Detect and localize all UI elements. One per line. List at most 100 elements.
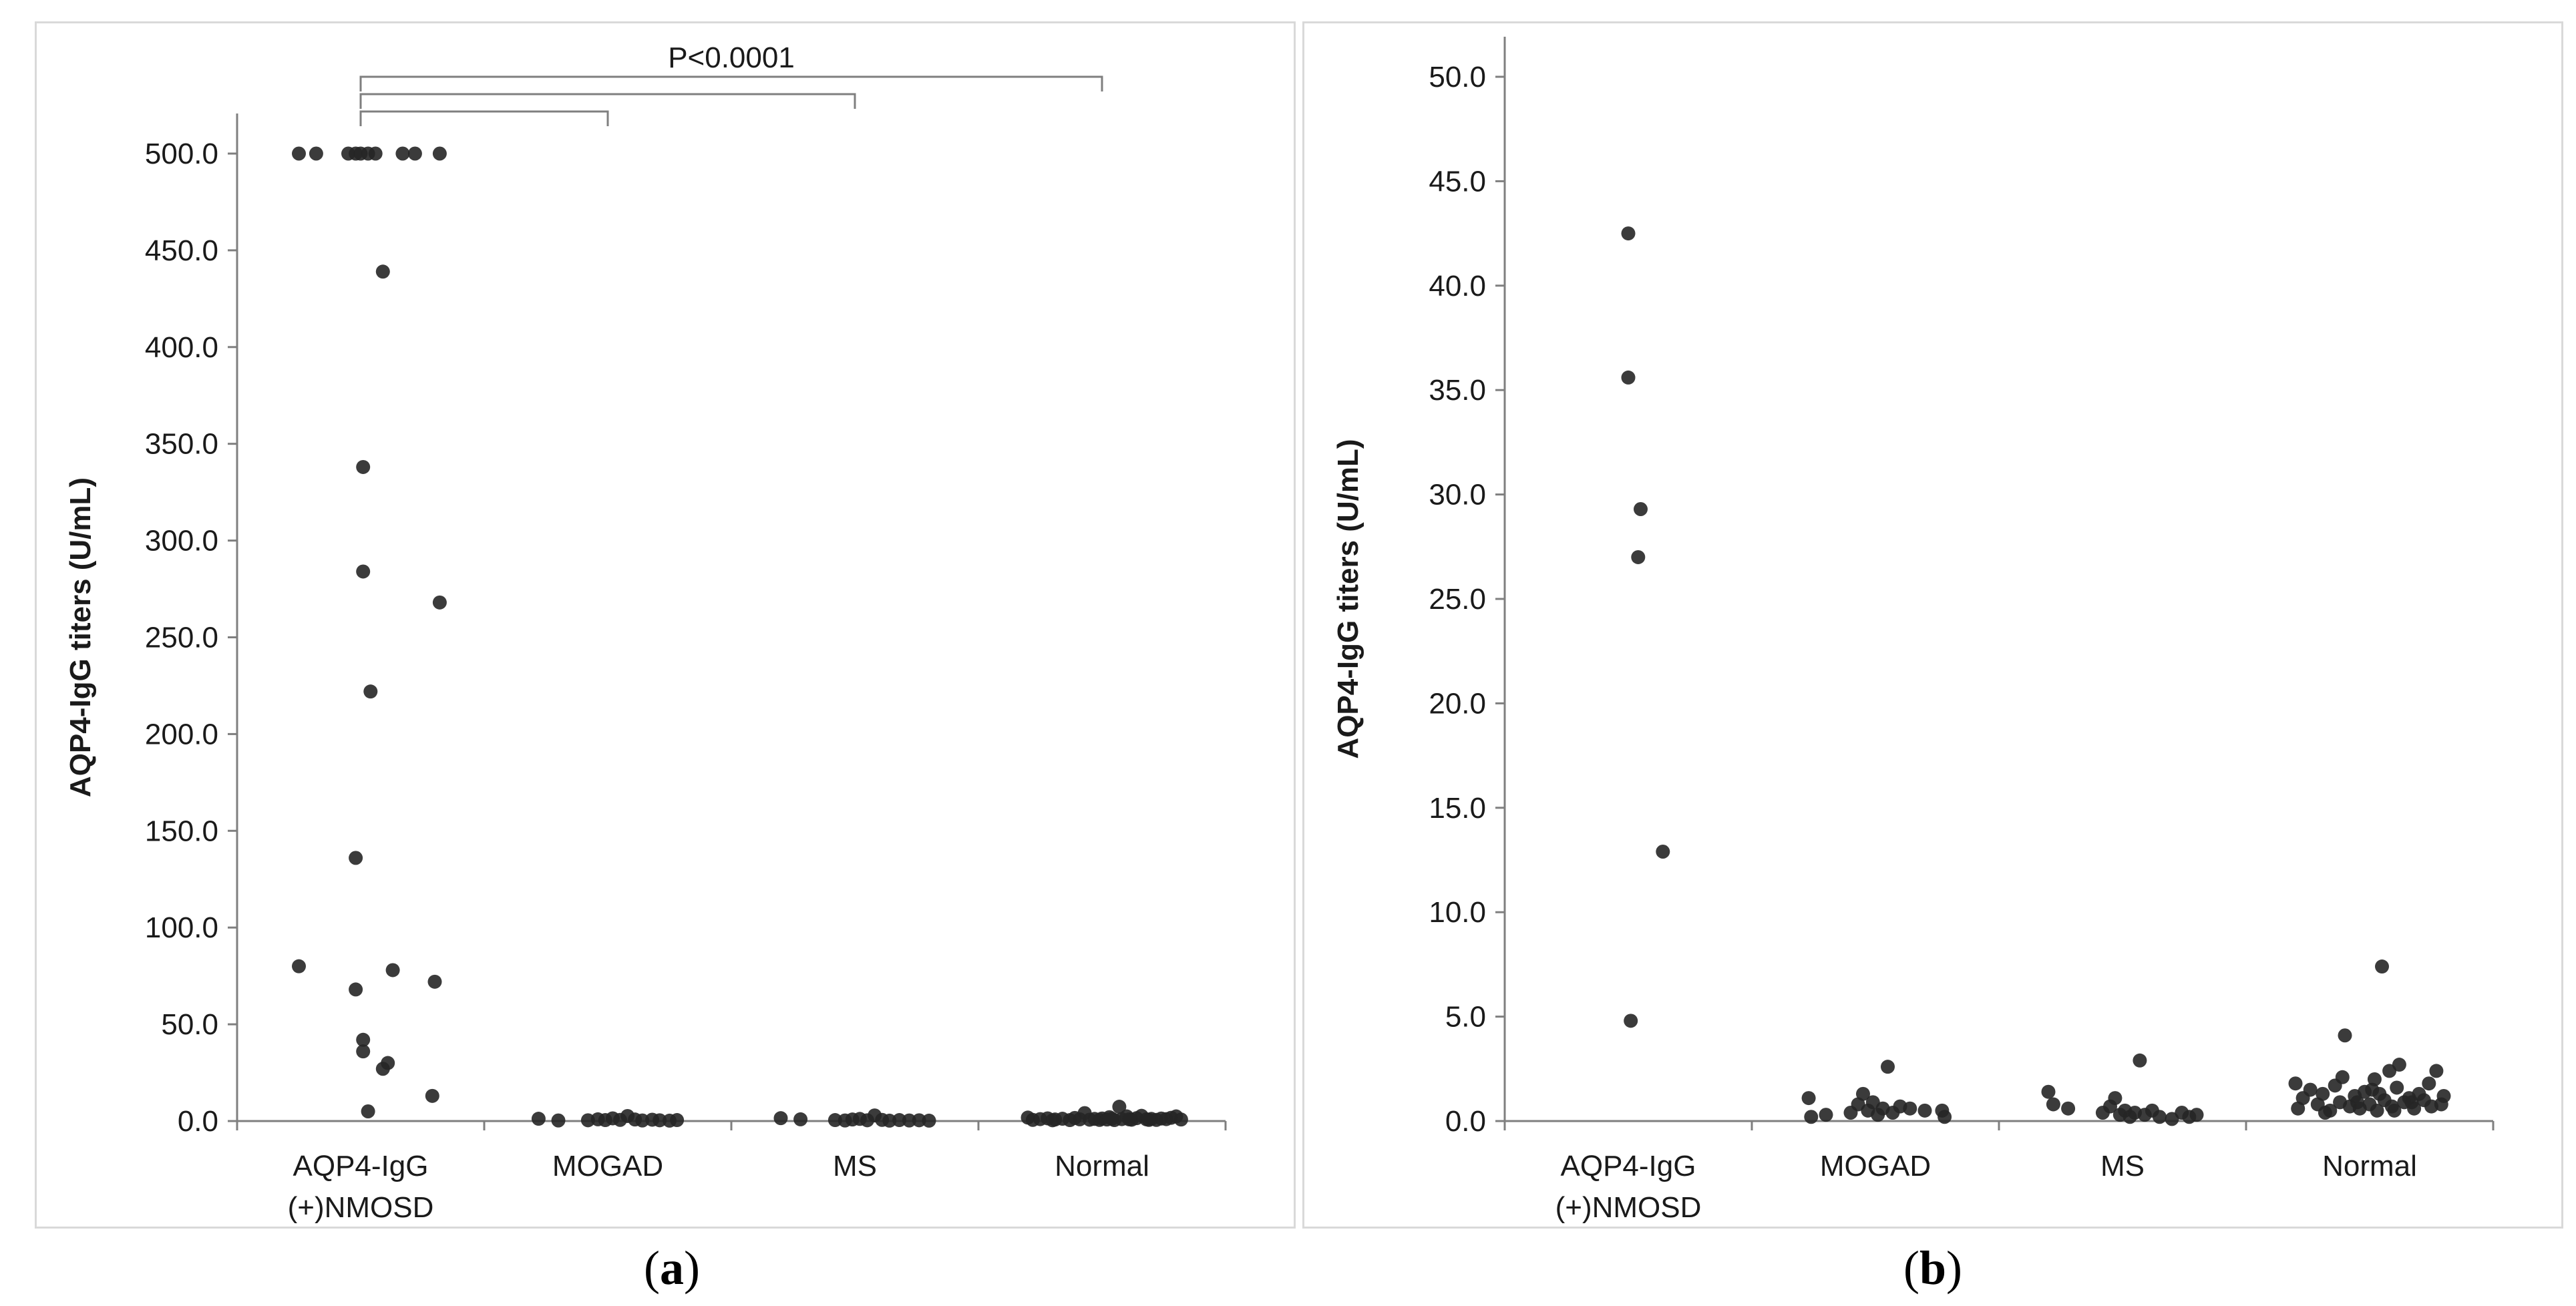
significance-bracket [359, 93, 856, 109]
data-point [309, 146, 323, 161]
data-point [432, 595, 447, 610]
data-point [2303, 1082, 2318, 1097]
data-point [2429, 1064, 2444, 1078]
y-tick-label: 40.0 [1429, 270, 1486, 302]
data-point [882, 1113, 897, 1128]
data-point [375, 1062, 390, 1076]
chart-panel-b: 0.0 5.0 10.0 15.0 20.0 25.0 30.0 35.0 40.0 45.0 50… [1302, 21, 2563, 1229]
chart-b-svg: 0.0 5.0 10.0 15.0 20.0 25.0 30.0 35.0 40.0 45.0 50… [1332, 37, 2495, 1224]
y-tick-label: 5.0 [1445, 1001, 1486, 1034]
data-point [292, 959, 306, 973]
data-point [2436, 1088, 2451, 1103]
data-point [531, 1112, 546, 1126]
y-tick-label: 250.0 [145, 622, 218, 654]
data-point [1881, 1060, 1895, 1074]
x-tick-label: MS [2100, 1150, 2145, 1182]
y-tick-label: 200.0 [145, 718, 218, 750]
data-point [1917, 1103, 1932, 1118]
data-point [2061, 1101, 2076, 1116]
x-tick-label: (+)NMOSD [1555, 1191, 1702, 1224]
data-point [2370, 1103, 2384, 1118]
data-point [2392, 1058, 2406, 1072]
y-tick-label: 400.0 [145, 331, 218, 364]
y-tick-label: 150.0 [145, 815, 218, 847]
chart-a-svg: 0.0 50.0 100.0 150.0 200.0 250.0 300.0 350.0 400… [64, 41, 1227, 1224]
data-point [368, 146, 383, 161]
data-point [1804, 1110, 1819, 1124]
data-point [356, 1032, 371, 1047]
data-point [1112, 1100, 1127, 1114]
data-point [1938, 1110, 1952, 1124]
data-point [385, 963, 400, 977]
data-point [2316, 1086, 2330, 1101]
y-tick-label: 25.0 [1429, 583, 1486, 616]
y-axis-title: AQP4-IgG titers (U/mL) [64, 477, 97, 797]
data-point [2424, 1099, 2438, 1114]
data-point [2108, 1091, 2123, 1106]
data-point [2335, 1070, 2350, 1084]
y-tick-label: 50.0 [1429, 61, 1486, 93]
data-point [2291, 1101, 2306, 1116]
data-point [1801, 1091, 1816, 1106]
data-point [2390, 1080, 2404, 1095]
data-point [2046, 1097, 2060, 1112]
significance-label: P<0.0001 [668, 41, 795, 74]
data-point [2387, 1103, 2402, 1118]
data-point [793, 1112, 808, 1126]
significance-bracket [359, 110, 609, 126]
y-tick-label: 100.0 [145, 911, 218, 944]
y-tick-label: 10.0 [1429, 896, 1486, 929]
data-point [292, 146, 306, 161]
data-point [1631, 550, 1646, 564]
data-point [2422, 1076, 2436, 1091]
data-point [1656, 844, 1670, 859]
caption-a: (a) [644, 1241, 700, 1295]
data-point [1819, 1108, 1833, 1122]
y-axis-title: AQP4-IgG titers (U/mL) [1332, 439, 1364, 758]
data-point [670, 1113, 685, 1128]
data-point [1621, 226, 1636, 241]
data-point [375, 264, 390, 279]
data-point [349, 851, 363, 865]
data-point [356, 459, 371, 474]
x-tick-label: AQP4-IgG [293, 1150, 429, 1182]
data-point [2153, 1110, 2167, 1124]
data-point [1141, 1112, 1156, 1127]
x-tick-label: Normal [2322, 1150, 2417, 1182]
y-tick-label: 500.0 [145, 138, 218, 170]
data-point [425, 1088, 439, 1103]
data-point [2404, 1095, 2419, 1110]
data-point [395, 146, 410, 161]
data-point [892, 1113, 907, 1128]
data-point [2375, 959, 2389, 974]
data-point [902, 1113, 916, 1128]
y-tick-label: 350.0 [145, 428, 218, 461]
x-tick-label: AQP4-IgG [1561, 1150, 1696, 1182]
y-tick-label: 20.0 [1429, 687, 1486, 720]
data-point [1903, 1101, 1917, 1116]
data-point [2350, 1095, 2364, 1110]
data-point [432, 146, 447, 161]
data-point [551, 1113, 566, 1128]
data-point [2365, 1082, 2380, 1097]
x-tick-label: MS [833, 1150, 877, 1182]
y-tick-label: 300.0 [145, 525, 218, 558]
significance-bracket [359, 75, 1103, 91]
x-tick-label: Normal [1055, 1150, 1149, 1182]
data-point [356, 1044, 371, 1059]
data-point [1105, 1112, 1119, 1126]
data-point [1621, 370, 1636, 385]
data-point [363, 684, 378, 699]
data-point [2288, 1076, 2303, 1091]
data-point [1173, 1112, 1188, 1127]
data-point [2338, 1028, 2352, 1043]
data-point [1122, 1112, 1137, 1126]
x-tick-label: MOGAD [552, 1150, 663, 1182]
data-point [1624, 1014, 1638, 1028]
chart-panel-a: 0.0 50.0 100.0 150.0 200.0 250.0 300.0 350.0 400… [35, 21, 1296, 1229]
x-tick-label: MOGAD [1820, 1150, 1931, 1182]
data-point [827, 1113, 842, 1128]
data-point [361, 1104, 375, 1119]
y-tick-label: 45.0 [1429, 165, 1486, 198]
data-point [1856, 1086, 1870, 1101]
